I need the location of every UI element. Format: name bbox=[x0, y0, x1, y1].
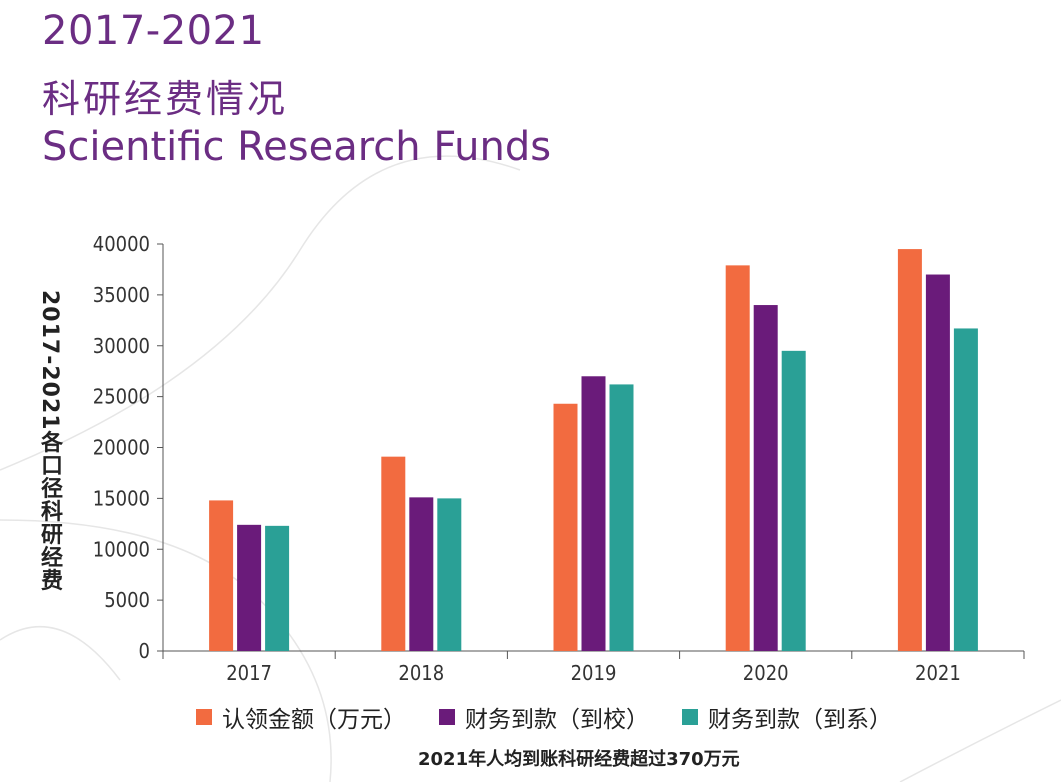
bar-2020-series-2 bbox=[753, 305, 778, 651]
legend-swatch-claimed bbox=[196, 709, 212, 725]
y-tick-label: 0 bbox=[139, 639, 150, 663]
bar-2019-series-3 bbox=[609, 384, 634, 651]
legend-swatch-department bbox=[682, 709, 698, 725]
bar-2017-series-3 bbox=[265, 525, 290, 651]
bar-2017-series-2 bbox=[237, 524, 262, 651]
legend-swatch-school bbox=[439, 709, 455, 725]
y-tick-label: 35000 bbox=[93, 283, 150, 307]
y-tick-label: 10000 bbox=[93, 537, 150, 561]
legend-item-school: 财务到款（到校） bbox=[439, 700, 649, 734]
bar-2018-series-2 bbox=[409, 497, 434, 651]
bar-2018-series-1 bbox=[381, 456, 406, 651]
x-tick-label: 2021 bbox=[915, 661, 961, 685]
legend-item-department: 财务到款（到系） bbox=[682, 700, 892, 734]
title-chinese: 科研经费情况 bbox=[42, 77, 289, 121]
bar-2021-series-1 bbox=[897, 249, 922, 651]
y-tick-label: 25000 bbox=[93, 385, 150, 409]
legend-label-school: 财务到款（到校） bbox=[465, 707, 649, 733]
legend-label-department: 财务到款（到系） bbox=[708, 707, 892, 733]
legend: 认领金额（万元） 财务到款（到校） 财务到款（到系） bbox=[196, 700, 925, 734]
bar-2021-series-2 bbox=[925, 274, 950, 651]
title-english: Scientific Research Funds bbox=[42, 124, 552, 170]
bar-2020-series-1 bbox=[725, 265, 750, 651]
footnote: 2021年人均到账科研经费超过370万元 bbox=[418, 749, 740, 770]
bar-2017-series-1 bbox=[209, 500, 234, 651]
bar-2019-series-1 bbox=[553, 403, 578, 651]
legend-item-claimed: 认领金额（万元） bbox=[196, 700, 406, 734]
y-tick-label: 40000 bbox=[93, 232, 150, 256]
x-tick-label: 2017 bbox=[226, 661, 272, 685]
y-tick-label: 20000 bbox=[93, 436, 150, 460]
bar-2019-series-2 bbox=[581, 376, 606, 651]
y-axis-label: 2017-2021各口径科研经费 bbox=[37, 290, 62, 592]
y-tick-label: 15000 bbox=[93, 486, 150, 510]
y-tick-label: 30000 bbox=[93, 334, 150, 358]
bar-2021-series-3 bbox=[953, 328, 978, 651]
bar-2018-series-3 bbox=[437, 498, 462, 651]
x-tick-label: 2018 bbox=[398, 661, 444, 685]
x-tick-label: 2020 bbox=[743, 661, 789, 685]
legend-label-claimed: 认领金额（万元） bbox=[222, 707, 406, 733]
title-years: 2017-2021 bbox=[42, 8, 265, 54]
bar-2020-series-3 bbox=[781, 350, 806, 651]
y-tick-label: 5000 bbox=[104, 588, 150, 612]
x-tick-label: 2019 bbox=[571, 661, 617, 685]
